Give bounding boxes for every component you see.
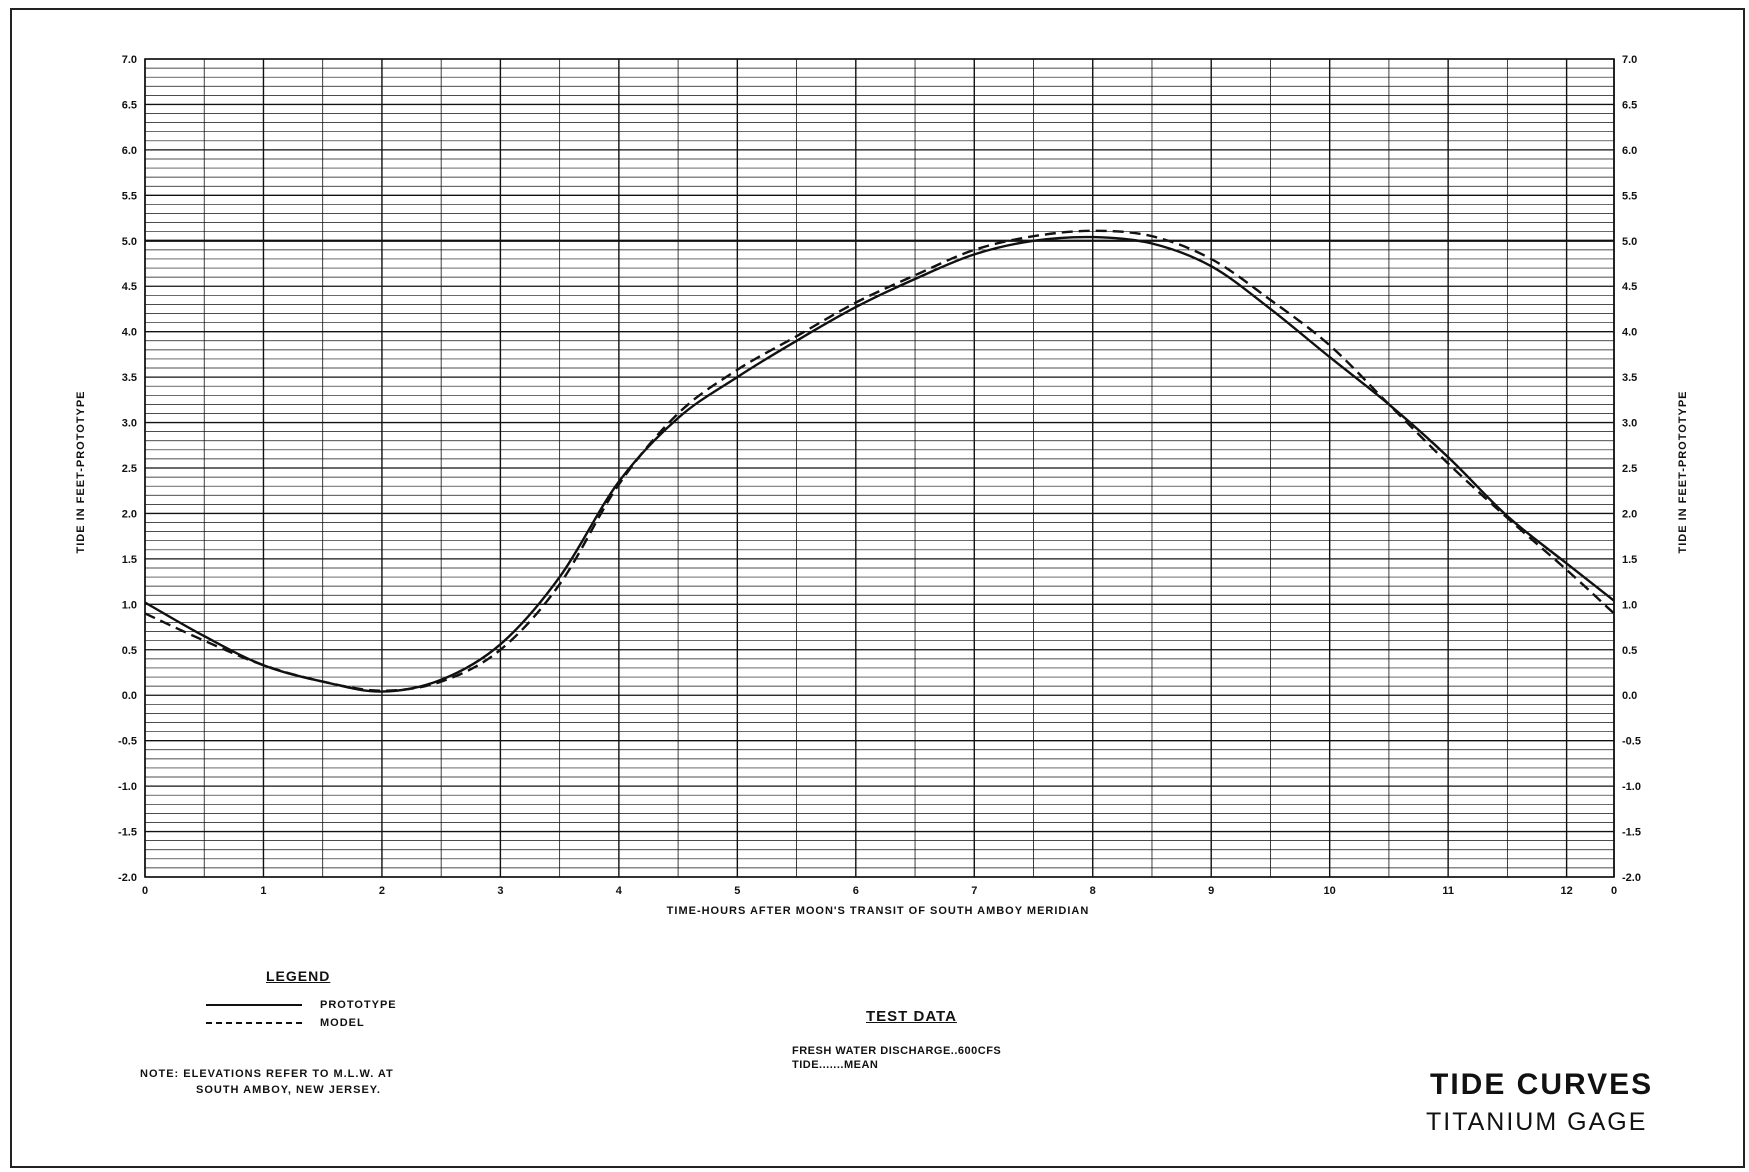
x-tick-label: 1	[260, 885, 266, 897]
y-tick-label-left: -1.0	[118, 781, 137, 793]
y-tick-label-left: -0.5	[118, 736, 137, 748]
y-tick-label-left: 5.0	[122, 236, 137, 248]
x-tick-label: 4	[616, 885, 623, 897]
x-tick-label: 0	[142, 885, 148, 897]
y-tick-label-left: 3.0	[122, 418, 137, 430]
legend-label-prototype: PROTOTYPE	[320, 999, 397, 1011]
x-tick-label: 7	[971, 885, 977, 897]
test-data-tide: TIDE.......MEAN	[792, 1059, 879, 1071]
y-tick-label-right: -1.5	[1622, 827, 1641, 839]
legend-dashed-line-swatch	[206, 1022, 302, 1025]
y-tick-label-left: 2.5	[122, 463, 137, 475]
y-tick-label-right: 3.5	[1622, 372, 1637, 384]
y-tick-label-right: 0.5	[1622, 645, 1637, 657]
test-data-discharge: FRESH WATER DISCHARGE..600CFS	[792, 1045, 1002, 1057]
elevation-note: NOTE: ELEVATIONS REFER TO M.L.W. AT SOUT…	[140, 1066, 394, 1098]
y-tick-label-left: 5.5	[122, 190, 137, 202]
x-axis-label: TIME-HOURS AFTER MOON'S TRANSIT OF SOUTH…	[667, 905, 1090, 917]
x-tick-label: 10	[1324, 885, 1336, 897]
y-tick-labels-right: 7.0 6.5 6.0 5.5 5.0 4.5 4.0 3.5 3.0 2.5 2.0 1.5 1.0 0…	[1622, 54, 1641, 884]
y-tick-label-right: 5.5	[1622, 190, 1637, 202]
y-tick-label-left: 0.5	[122, 645, 137, 657]
y-axis-label-right: TIDE IN FEET-PROTOTYPE	[1677, 391, 1689, 554]
y-tick-label-left: 4.5	[122, 281, 137, 293]
x-tick-label: 2	[379, 885, 385, 897]
y-tick-label-left: 6.5	[122, 99, 137, 111]
x-tick-label: 5	[734, 885, 740, 897]
test-data-title: TEST DATA	[866, 1008, 957, 1025]
y-tick-label-right: -1.0	[1622, 781, 1641, 793]
y-tick-label-right: 6.5	[1622, 99, 1637, 111]
y-tick-label-right: 3.0	[1622, 418, 1637, 430]
x-tick-label: 8	[1090, 885, 1096, 897]
y-tick-label-left: 0.0	[122, 690, 137, 702]
chart-series	[144, 229, 1615, 693]
y-tick-label-right: 7.0	[1622, 54, 1637, 66]
y-tick-label-right: 2.5	[1622, 463, 1637, 475]
y-tick-label-right: 4.0	[1622, 327, 1637, 339]
y-axis-label-left: TIDE IN FEET-PROTOTYPE	[75, 391, 87, 554]
x-tick-label: 0	[1611, 885, 1617, 897]
x-tick-label: 3	[497, 885, 503, 897]
y-tick-label-left: 2.0	[122, 508, 137, 520]
x-tick-labels: 0 1 2 3 4 5 6 7 8 9 10 11 12 0	[142, 885, 1617, 897]
y-tick-label-right: 5.0	[1622, 236, 1637, 248]
legend-item-prototype: PROTOTYPE	[206, 999, 397, 1011]
x-tick-label: 11	[1442, 885, 1454, 897]
legend-label-model: MODEL	[320, 1017, 365, 1029]
y-tick-label-left: 1.5	[122, 554, 137, 566]
series-line-prototype	[144, 235, 1615, 693]
chart-grid	[144, 58, 1615, 878]
chart-title: TIDE CURVES	[1430, 1068, 1654, 1101]
y-tick-label-right: 1.0	[1622, 599, 1637, 611]
y-tick-label-right: 2.0	[1622, 508, 1637, 520]
drawing-border	[10, 8, 1745, 1168]
y-tick-label-left: 6.0	[122, 145, 137, 157]
y-tick-label-left: -2.0	[118, 872, 137, 884]
note-line-1: NOTE: ELEVATIONS REFER TO M.L.W. AT	[140, 1068, 394, 1080]
y-tick-label-right: 6.0	[1622, 145, 1637, 157]
legend-item-model: MODEL	[206, 1017, 365, 1029]
plot-frame	[144, 58, 1615, 878]
x-tick-label: 12	[1560, 885, 1572, 897]
y-tick-label-right: -0.5	[1622, 736, 1641, 748]
note-line-2: SOUTH AMBOY, NEW JERSEY.	[196, 1084, 381, 1096]
series-line-model	[144, 229, 1615, 692]
y-tick-label-left: 3.5	[122, 372, 137, 384]
y-tick-label-right: 4.5	[1622, 281, 1637, 293]
y-tick-label-left: -1.5	[118, 827, 137, 839]
chart-subtitle: TITANIUM GAGE	[1426, 1108, 1648, 1136]
x-tick-label: 6	[853, 885, 859, 897]
x-tick-label: 9	[1208, 885, 1214, 897]
y-tick-label-right: 0.0	[1622, 690, 1637, 702]
y-tick-label-right: 1.5	[1622, 554, 1637, 566]
y-tick-label-left: 7.0	[122, 54, 137, 66]
y-tick-label-left: 4.0	[122, 327, 137, 339]
y-tick-label-right: -2.0	[1622, 872, 1641, 884]
y-tick-labels-left: 7.0 6.5 6.0 5.5 5.0 4.5 4.0 3.5 3.0 2.5 2.0 1.5 1.0 0…	[118, 54, 137, 884]
y-tick-label-left: 1.0	[122, 599, 137, 611]
legend-solid-line-swatch	[206, 1004, 302, 1007]
legend-title: LEGEND	[266, 968, 331, 984]
